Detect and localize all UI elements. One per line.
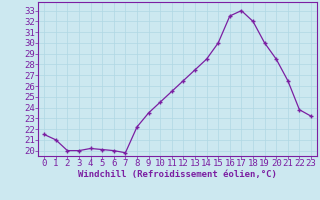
- X-axis label: Windchill (Refroidissement éolien,°C): Windchill (Refroidissement éolien,°C): [78, 170, 277, 179]
